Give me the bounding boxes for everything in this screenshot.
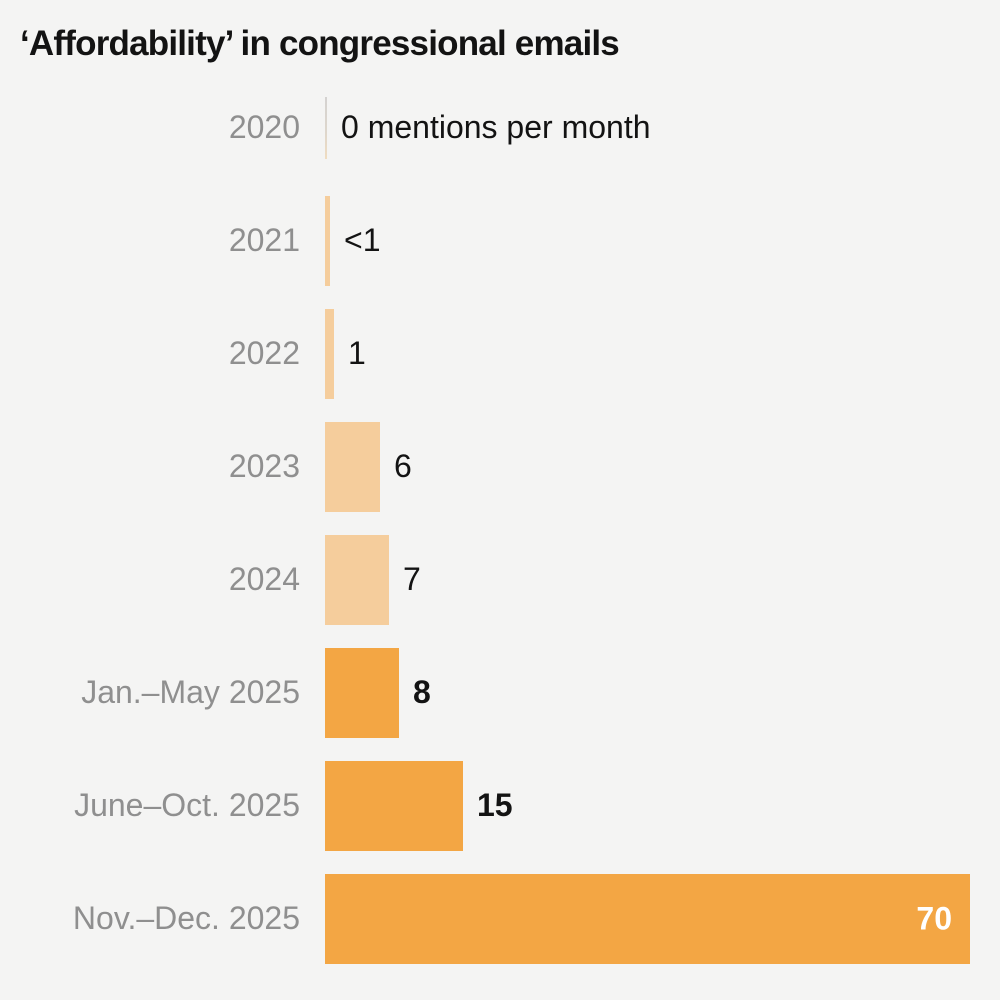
category-label: June–Oct. 2025	[74, 787, 300, 823]
bar	[325, 195, 330, 286]
bar-zone: 0 mentions per month	[325, 71, 651, 184]
bar-zone: 15	[325, 749, 513, 862]
value-label: 0 mentions per month	[341, 109, 651, 145]
bar-zone: 7	[325, 523, 421, 636]
category-label: Nov.–Dec. 2025	[72, 900, 300, 936]
chart-row: 2021 <1	[0, 184, 1000, 297]
zero-axis-tick	[325, 96, 327, 159]
bar: 70	[325, 873, 970, 964]
bar-zone: <1	[325, 184, 380, 297]
category-label: 2024	[228, 561, 300, 597]
chart-row: 2020 0 mentions per month	[0, 71, 1000, 184]
bar	[325, 421, 380, 512]
value-label: 8	[413, 674, 431, 710]
value-label: 70	[916, 900, 952, 936]
chart-row: Nov.–Dec. 2025 70	[0, 862, 1000, 975]
value-label: 6	[394, 448, 412, 484]
chart-row: 2022 1	[0, 297, 1000, 410]
category-label: 2022	[228, 335, 300, 371]
bar-chart: 2020 0 mentions per month 2021 <1 2022 1 2023 6…	[0, 71, 1000, 975]
chart-row: 2024 7	[0, 523, 1000, 636]
value-label: <1	[344, 222, 381, 258]
chart-row: Jan.–May 2025 8	[0, 636, 1000, 749]
bar	[325, 534, 389, 625]
chart-title: ‘Affordability’ in congressional emails	[20, 24, 620, 63]
category-label: 2020	[228, 109, 300, 145]
bar	[325, 760, 463, 851]
value-label: 7	[403, 561, 421, 597]
bar-zone: 8	[325, 636, 431, 749]
chart-row: June–Oct. 2025 15	[0, 749, 1000, 862]
category-label: 2021	[228, 222, 300, 258]
category-label: Jan.–May 2025	[81, 674, 300, 710]
bar-zone: 1	[325, 297, 366, 410]
value-label: 1	[348, 335, 366, 371]
bar	[325, 647, 399, 738]
bar	[325, 308, 334, 399]
category-label: 2023	[228, 448, 300, 484]
bar-zone: 6	[325, 410, 412, 523]
value-label: 15	[477, 787, 513, 823]
chart-row: 2023 6	[0, 410, 1000, 523]
bar-zone: 70	[325, 862, 970, 975]
